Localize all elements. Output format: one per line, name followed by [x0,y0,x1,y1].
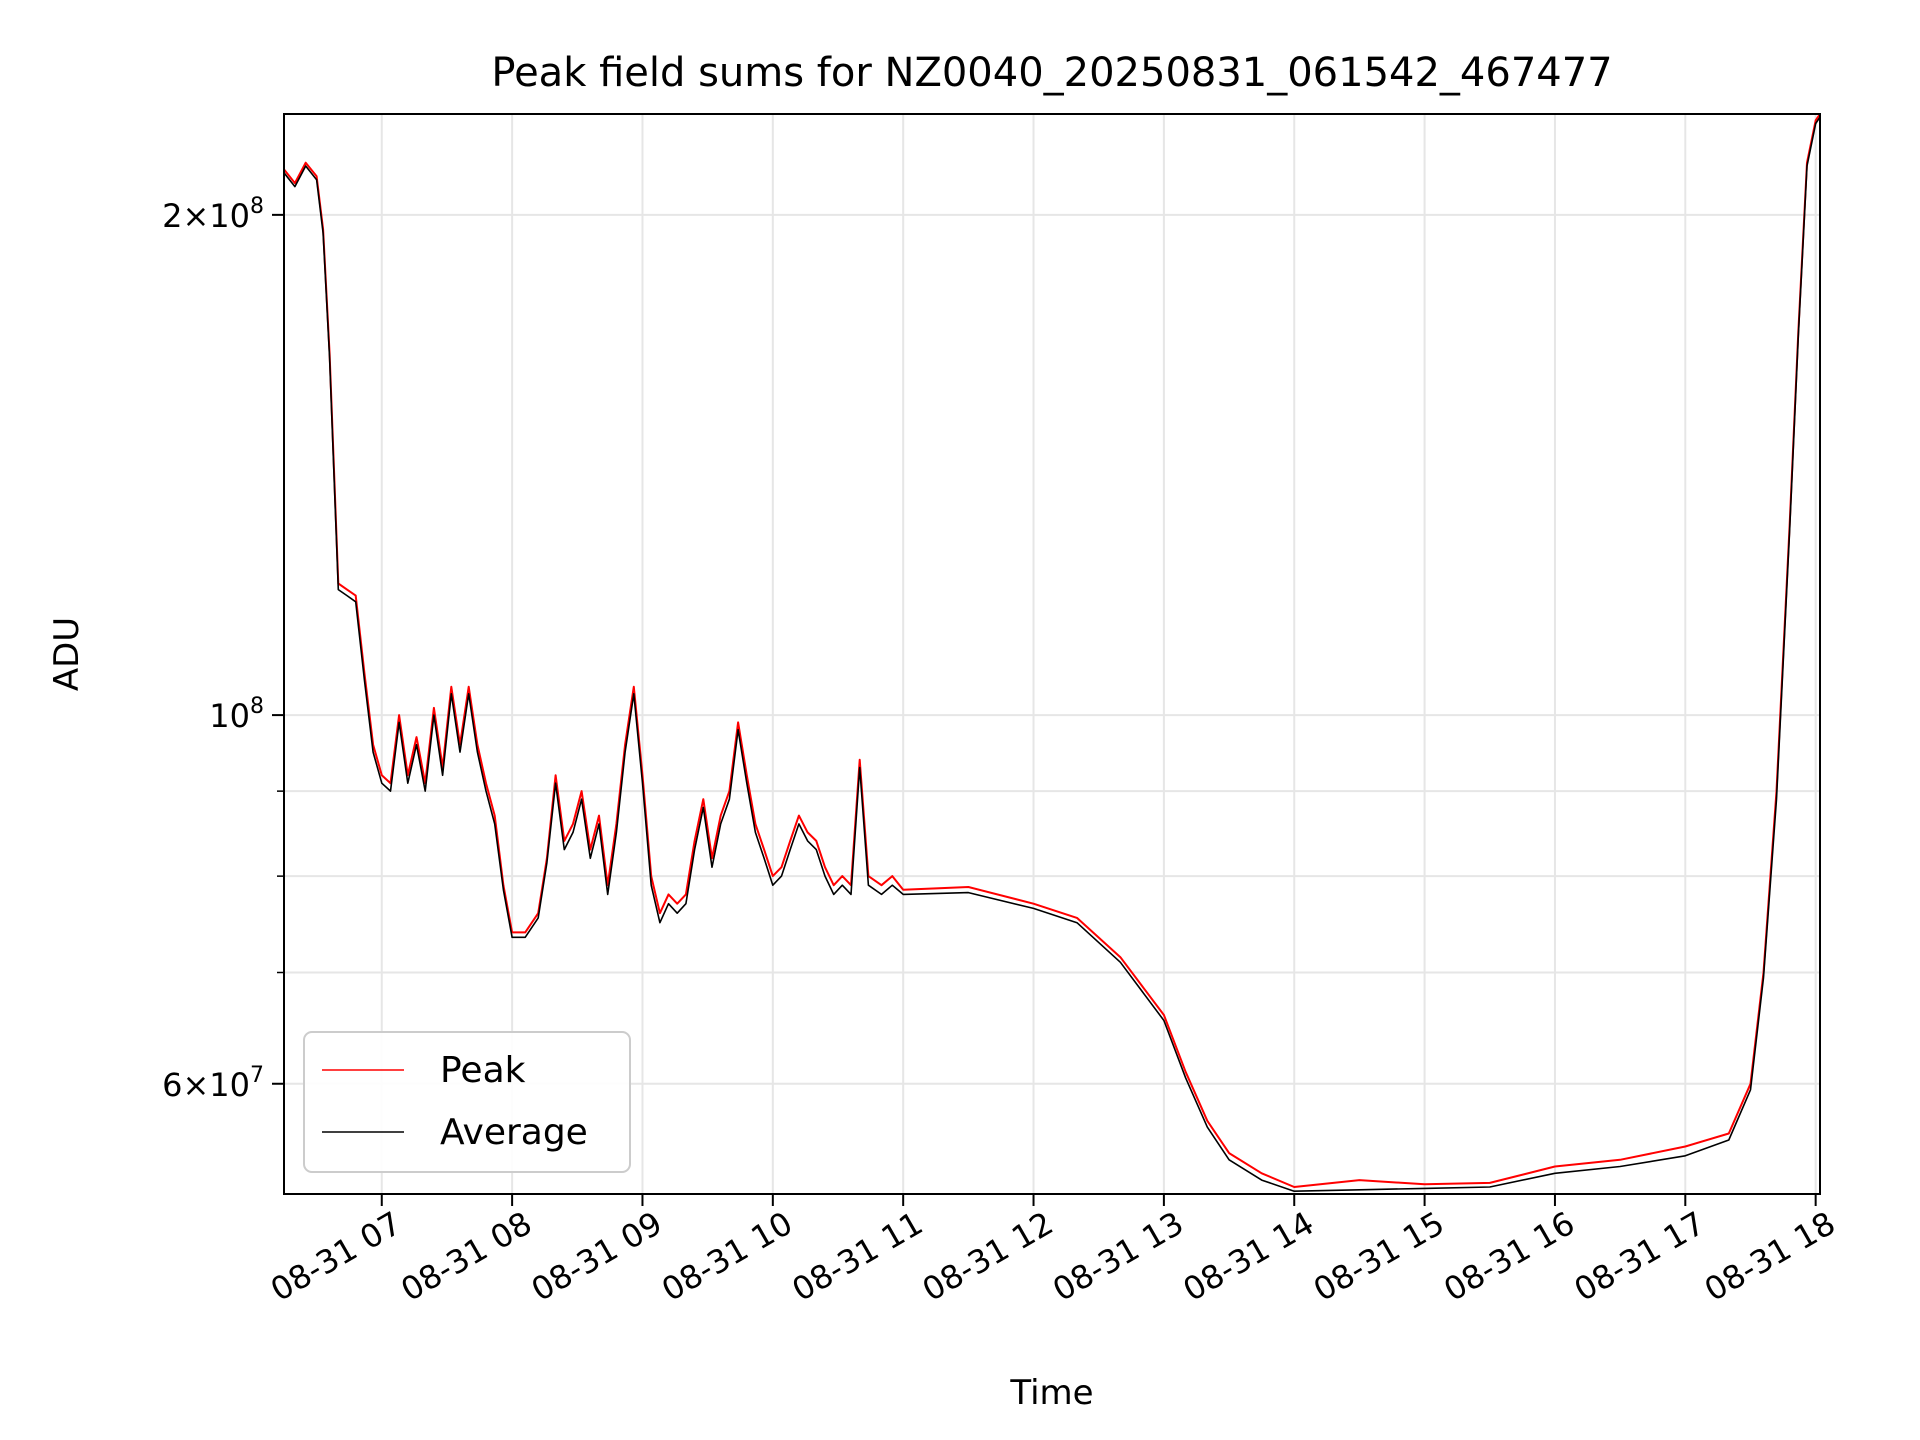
legend-label-average: Average [440,1112,588,1153]
y-tick-exponent: 7 [250,1063,264,1088]
y-tick-exponent: 8 [250,194,264,219]
y-tick-label: 2×108 [162,194,264,235]
y-tick-base: 6×10 [162,1066,250,1104]
legend-box [303,1031,631,1173]
legend-label-peak: Peak [440,1050,526,1091]
plot-frame [283,113,1821,1195]
chart-title: Peak field sums for NZ0040_20250831_0615… [491,50,1612,96]
series-line-average [284,116,1820,1192]
grid-lines [284,114,1820,1194]
series-layer [284,114,1820,1192]
legend: Peak Average [303,1031,631,1173]
y-tick-label: 6×107 [162,1063,264,1104]
y-tick-exponent: 8 [250,694,264,719]
y-tick-label: 108 [209,694,264,735]
y-axis-title: ADU [47,617,87,691]
series-line-peak [284,114,1820,1188]
y-tick-base: 10 [209,697,250,735]
y-tick-base: 2×10 [162,197,250,235]
x-axis-title: Time [1009,1373,1093,1413]
